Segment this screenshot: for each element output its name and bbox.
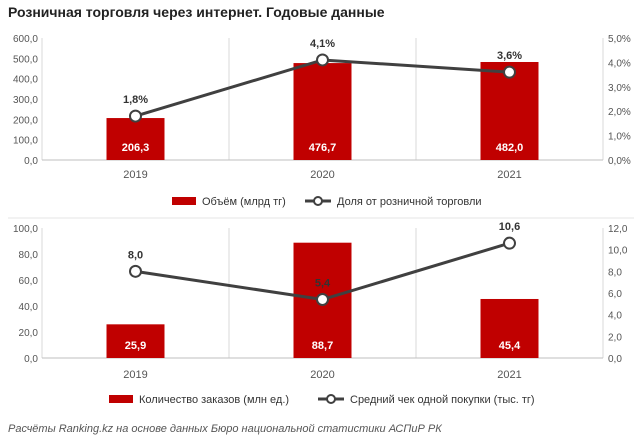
y2-tick-label: 0,0%: [608, 156, 631, 167]
x-tick-label: 2019: [123, 369, 147, 381]
y2-tick-label: 4,0%: [608, 58, 631, 69]
y-tick-label: 100,0: [13, 224, 38, 235]
line-data-label: 1,8%: [123, 94, 148, 106]
y-tick-label: 20,0: [19, 328, 39, 339]
legend-line-marker: [326, 394, 336, 404]
y-tick-label: 60,0: [19, 276, 39, 287]
line-data-label: 5,4: [315, 278, 331, 290]
y2-tick-label: 8,0: [608, 267, 622, 278]
x-tick-label: 2019: [123, 169, 147, 181]
y-tick-label: 0,0: [24, 354, 38, 365]
bar-data-label: 88,7: [312, 340, 333, 352]
line-point: [316, 293, 329, 306]
bar: [293, 63, 352, 160]
y2-tick-label: 6,0: [608, 289, 622, 300]
line-point: [316, 53, 329, 67]
legend-line-label: Средний чек одной покупки (тыс. тг): [350, 394, 535, 406]
y2-tick-label: 5,0%: [608, 34, 631, 45]
line-data-label: 10,6: [499, 221, 520, 233]
y2-tick-label: 10,0: [608, 246, 628, 257]
chart-2: 0,0 20,0 40,0 60,0 80,0 100,0 0,0 2,0 4,0 6,0 8,0 1…: [13, 221, 628, 406]
bar-data-label: 482,0: [496, 142, 524, 154]
legend-bar-label: Объём (млрд тг): [202, 196, 286, 208]
chart-1: 0,0 100,0 200,0 300,0 400,0 500,0 600,0 0,0% 1,0…: [13, 34, 631, 208]
line-point: [503, 236, 516, 250]
y-tick-label: 100,0: [13, 136, 38, 147]
line-data-label: 4,1%: [310, 38, 335, 50]
legend: Объём (млрд тг) Доля от розничной торговл…: [172, 196, 482, 208]
legend: Количество заказов (млн ед.) Средний чек …: [109, 394, 535, 406]
bar-data-label: 25,9: [125, 340, 146, 352]
y-tick-label: 600,0: [13, 34, 38, 45]
y2-tick-label: 12,0: [608, 224, 628, 235]
line-point: [503, 65, 516, 79]
y-tick-label: 200,0: [13, 115, 38, 126]
bar-data-label: 45,4: [499, 340, 521, 352]
legend-line-marker: [313, 196, 323, 206]
legend-bar-label: Количество заказов (млн ед.): [139, 394, 289, 406]
x-tick-label: 2021: [497, 169, 521, 181]
source-note: Расчёты Ranking.kz на основе данных Бюро…: [8, 423, 442, 435]
page-title: Розничная торговля через интернет. Годов…: [8, 4, 385, 20]
bar: [480, 298, 539, 358]
bar: [106, 118, 165, 160]
x-tick-label: 2021: [497, 369, 521, 381]
y-tick-label: 300,0: [13, 95, 38, 106]
y2-tick-label: 1,0%: [608, 132, 631, 143]
y2-tick-label: 4,0: [608, 311, 622, 322]
bar-data-label: 206,3: [122, 142, 150, 154]
legend-bar-swatch: [109, 395, 133, 403]
bar: [106, 324, 165, 358]
line-point: [129, 109, 142, 123]
y-tick-label: 0,0: [24, 156, 38, 167]
line-data-label: 3,6%: [497, 50, 522, 62]
bar-data-label: 476,7: [309, 142, 337, 154]
line-point: [129, 264, 142, 278]
y2-tick-label: 0,0: [608, 354, 622, 365]
y2-tick-label: 2,0%: [608, 107, 631, 118]
y2-tick-label: 3,0%: [608, 83, 631, 94]
x-tick-label: 2020: [310, 169, 334, 181]
y-tick-label: 40,0: [19, 302, 39, 313]
x-tick-label: 2020: [310, 369, 334, 381]
y-tick-label: 500,0: [13, 54, 38, 65]
y-tick-label: 80,0: [19, 250, 39, 261]
y2-tick-label: 2,0: [608, 332, 622, 343]
y-tick-label: 400,0: [13, 75, 38, 86]
line-data-label: 8,0: [128, 249, 143, 261]
legend-line-label: Доля от розничной торговли: [337, 196, 482, 208]
legend-bar-swatch: [172, 197, 196, 205]
